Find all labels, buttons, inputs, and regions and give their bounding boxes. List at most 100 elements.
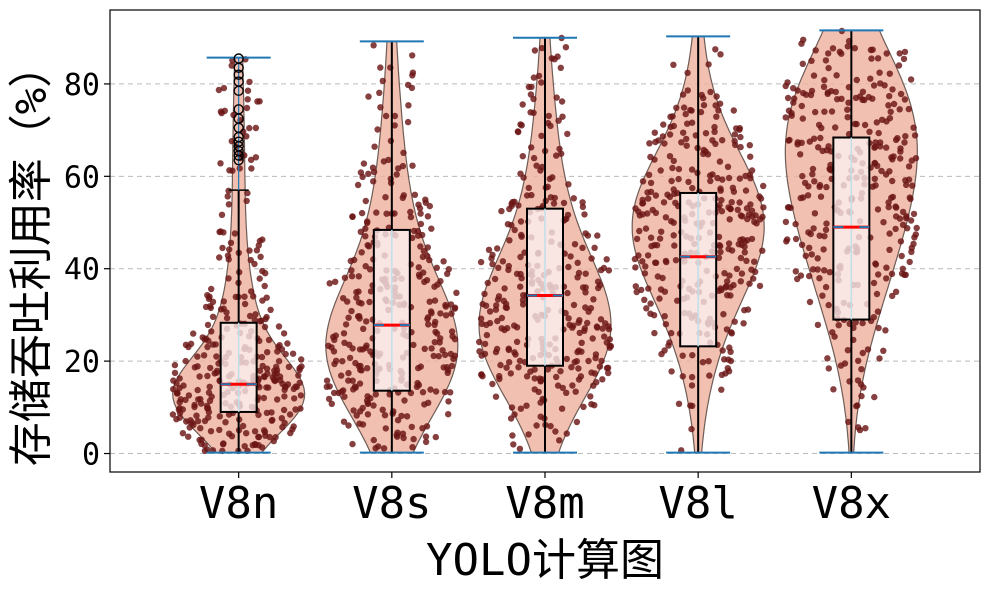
data-point [909, 182, 916, 189]
data-point [208, 285, 215, 293]
data-point [485, 246, 493, 253]
data-point [807, 230, 814, 238]
data-point [684, 120, 691, 127]
data-point [285, 363, 293, 371]
data-point [499, 258, 507, 265]
data-point [592, 354, 599, 362]
data-point [267, 306, 274, 313]
data-point [670, 122, 677, 130]
data-point [564, 130, 571, 138]
data-point [292, 406, 299, 413]
data-point [684, 69, 691, 77]
data-point [874, 206, 882, 213]
data-point [597, 316, 605, 323]
data-point [537, 413, 544, 420]
data-point [688, 382, 696, 389]
data-point [885, 203, 892, 211]
data-point [571, 241, 579, 248]
data-point [325, 342, 332, 349]
data-point [209, 313, 217, 320]
data-point [656, 295, 663, 302]
data-point [547, 194, 555, 201]
data-point [410, 435, 417, 443]
data-point [275, 323, 283, 330]
data-point [476, 348, 483, 355]
data-point [782, 114, 789, 121]
outlier-point [233, 104, 244, 115]
data-point [538, 79, 545, 86]
data-point [422, 199, 429, 206]
data-point [738, 241, 745, 249]
x-axis-ticks: V8n V8s V8m V8l V8x [199, 472, 891, 529]
data-point [564, 289, 571, 297]
data-point [857, 381, 865, 388]
data-point [246, 247, 253, 254]
data-point [223, 309, 230, 316]
data-point [274, 348, 281, 355]
data-point [201, 447, 209, 454]
data-point [882, 171, 890, 178]
data-point [421, 345, 428, 352]
data-point [905, 105, 912, 113]
data-point [632, 205, 639, 212]
data-point [539, 163, 546, 171]
data-point [580, 403, 587, 410]
data-point [256, 367, 264, 374]
data-point [204, 321, 212, 329]
data-point [445, 398, 452, 405]
data-point [645, 195, 652, 202]
data-point [207, 364, 214, 372]
data-point [298, 363, 305, 370]
data-point [570, 195, 577, 202]
data-point [718, 208, 726, 215]
data-point [560, 199, 568, 207]
data-point [547, 122, 554, 130]
data-point [481, 340, 489, 348]
data-point [657, 167, 664, 174]
data-point [538, 44, 546, 52]
data-point [213, 353, 220, 360]
data-point [833, 72, 840, 79]
data-point [730, 281, 737, 289]
data-point [340, 387, 347, 394]
data-point [556, 437, 563, 444]
data-point [193, 412, 200, 419]
data-point [370, 402, 377, 409]
data-point [829, 45, 837, 52]
data-point [652, 192, 660, 199]
data-point [287, 429, 294, 437]
data-point [567, 253, 574, 260]
data-point [364, 365, 371, 372]
data-point [869, 183, 876, 190]
data-point [671, 190, 678, 197]
data-point [733, 265, 741, 273]
data-point [588, 255, 595, 262]
data-point [888, 270, 896, 278]
data-point [493, 302, 500, 309]
data-point [225, 187, 232, 194]
data-point [666, 131, 674, 138]
data-point [523, 402, 530, 409]
data-point [352, 359, 359, 367]
data-point [575, 365, 582, 372]
data-point [889, 86, 896, 93]
data-point [537, 399, 544, 406]
data-point [519, 101, 526, 108]
data-point [756, 282, 764, 290]
data-point [180, 382, 187, 389]
data-point [215, 86, 223, 94]
data-point [853, 76, 860, 84]
data-point [822, 57, 830, 64]
data-point [716, 158, 724, 165]
data-point [819, 292, 826, 299]
data-point [792, 220, 799, 228]
data-point [719, 347, 726, 354]
data-point [861, 121, 869, 129]
data-point [706, 172, 714, 179]
data-point [801, 179, 809, 187]
data-point [668, 329, 675, 337]
data-point [495, 264, 502, 271]
data-point [494, 317, 501, 325]
data-point [226, 430, 233, 437]
